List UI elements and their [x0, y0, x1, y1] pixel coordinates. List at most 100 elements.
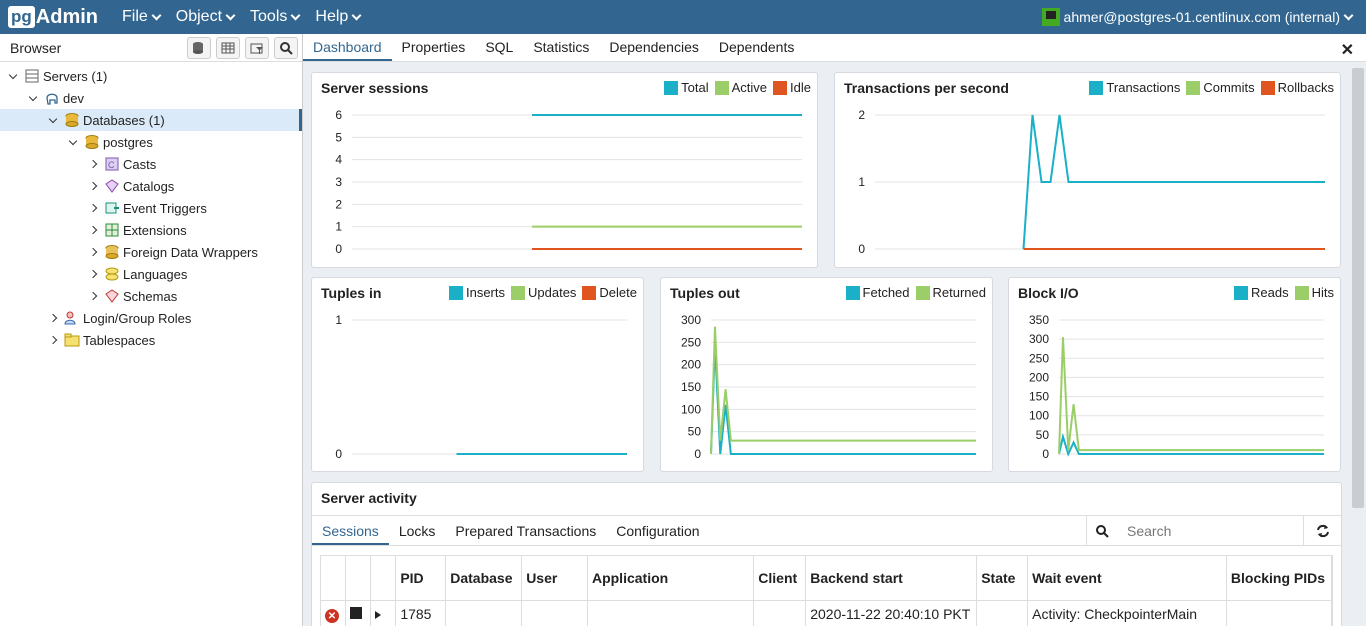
y-tick-label: 2 [858, 108, 865, 122]
tree-item-event-triggers[interactable]: Event Triggers [0, 197, 302, 219]
legend-item[interactable]: Updates [511, 285, 576, 300]
legend-item[interactable]: Returned [915, 285, 986, 300]
chart-title: Block I/O [1018, 285, 1079, 301]
tree-item-postgres[interactable]: postgres [0, 131, 302, 153]
view-data-button[interactable] [216, 37, 240, 59]
chevron-down-icon[interactable] [26, 91, 40, 105]
search-icon [1087, 524, 1117, 538]
legend-item[interactable]: Rollbacks [1260, 80, 1334, 95]
legend-item[interactable]: Idle [773, 80, 811, 95]
svg-text:C: C [108, 160, 115, 170]
legend-item[interactable]: Total [664, 80, 709, 95]
tree-item-databases-1[interactable]: Databases (1) [0, 109, 302, 131]
y-tick-label: 300 [1029, 332, 1049, 346]
search-input[interactable] [1127, 522, 1297, 539]
search-objects-button[interactable] [274, 37, 298, 59]
tab-sql[interactable]: SQL [485, 39, 514, 55]
tab-configuration[interactable]: Configuration [616, 523, 700, 539]
legend-item[interactable]: Fetched [845, 285, 910, 300]
col-database[interactable]: Database [445, 556, 523, 601]
logo-pg: pg [8, 6, 35, 28]
cancel-query-cell[interactable]: ✕ [321, 600, 347, 626]
pgadmin-logo[interactable]: pg Admin [8, 0, 98, 34]
tree-item-languages[interactable]: Languages [0, 263, 302, 285]
tab-properties[interactable]: Properties [401, 39, 466, 55]
tree-item-login-group-roles[interactable]: Login/Group Roles [0, 307, 302, 329]
chevron-right-icon[interactable] [86, 289, 100, 303]
cancel-icon[interactable]: ✕ [325, 609, 339, 623]
menu-file[interactable]: File [122, 8, 162, 26]
browser-header: Browser [0, 34, 302, 62]
y-tick-label: 200 [1029, 370, 1049, 384]
close-icon[interactable]: ✕ [1340, 42, 1354, 59]
tree-item-dev[interactable]: dev [0, 87, 302, 109]
expand-arrow-icon[interactable] [375, 611, 382, 620]
chevron-down-icon[interactable] [46, 113, 60, 127]
stop-icon[interactable] [350, 607, 363, 620]
cell-user [521, 600, 588, 626]
chevron-down-icon[interactable] [66, 135, 80, 149]
filtered-rows-button[interactable] [245, 37, 269, 59]
chevron-right-icon[interactable] [86, 157, 100, 171]
legend-item[interactable]: Active [714, 80, 767, 95]
col-user[interactable]: User [521, 556, 588, 601]
menu-help[interactable]: Help [315, 8, 362, 26]
y-tick-label: 200 [681, 358, 701, 372]
col-backend-start[interactable]: Backend start [805, 556, 978, 601]
expand-row-cell[interactable] [370, 600, 397, 626]
tab-dashboard[interactable]: Dashboard [303, 39, 392, 61]
tree-item-casts[interactable]: C Casts [0, 153, 302, 175]
y-tick-label: 2 [335, 197, 342, 211]
user-menu[interactable]: ahmer@postgres-01.centlinux.com (interna… [1041, 0, 1354, 34]
legend-item[interactable]: Commits [1186, 80, 1255, 95]
tree-item-tablespaces[interactable]: Tablespaces [0, 329, 302, 351]
legend-item[interactable]: Delete [582, 285, 637, 300]
tree-item-catalogs[interactable]: Catalogs [0, 175, 302, 197]
terminate-session-cell[interactable] [345, 600, 372, 626]
col-wait-event[interactable]: Wait event [1027, 556, 1227, 601]
chevron-right-icon[interactable] [86, 179, 100, 193]
tab-sessions[interactable]: Sessions [312, 523, 389, 545]
table-row[interactable]: ✕ 1785 2020-11-22 20:40:10 PKT Activity:… [321, 600, 1332, 626]
tab-prepared-transactions[interactable]: Prepared Transactions [455, 523, 597, 539]
chevron-right-icon[interactable] [46, 311, 60, 325]
tab-dependents[interactable]: Dependents [718, 39, 795, 55]
tree-item-foreign-data-wrappers[interactable]: Foreign Data Wrappers [0, 241, 302, 263]
col-client[interactable]: Client [753, 556, 807, 601]
legend-item[interactable]: Reads [1234, 285, 1289, 300]
menu-tools[interactable]: Tools [250, 8, 301, 26]
tab-dependencies[interactable]: Dependencies [609, 39, 699, 55]
legend-label: Rollbacks [1277, 80, 1334, 95]
col-state[interactable]: State [976, 556, 1029, 601]
legend-item[interactable]: Inserts [448, 285, 505, 300]
chevron-right-icon[interactable] [86, 223, 100, 237]
y-tick-label: 4 [335, 153, 342, 167]
menu-object[interactable]: Object [176, 8, 236, 26]
chevron-right-icon[interactable] [86, 267, 100, 281]
tree-item-extensions[interactable]: Extensions [0, 219, 302, 241]
tree-item-schemas[interactable]: Schemas [0, 285, 302, 307]
y-tick-label: 0 [694, 447, 701, 461]
tree-item-servers-1[interactable]: Servers (1) [0, 65, 302, 87]
chevron-down-icon[interactable] [6, 69, 20, 83]
legend-item[interactable]: Transactions [1089, 80, 1180, 95]
series-line-reads [1058, 432, 1324, 457]
y-tick-label: 6 [335, 108, 342, 122]
legend-item[interactable]: Hits [1294, 285, 1334, 300]
cell-blocking-pids [1226, 600, 1332, 626]
tab-statistics[interactable]: Statistics [533, 39, 590, 55]
chart-legend: Fetched Returned [840, 285, 986, 300]
tab-locks[interactable]: Locks [398, 523, 436, 539]
chevron-right-icon[interactable] [86, 245, 100, 259]
chevron-right-icon[interactable] [86, 201, 100, 215]
query-tool-button[interactable] [187, 37, 211, 59]
y-tick-label: 250 [1029, 351, 1049, 365]
catalogs-icon [104, 178, 120, 194]
col-pid[interactable]: PID [395, 556, 447, 601]
refresh-button[interactable] [1303, 515, 1341, 546]
col-application[interactable]: Application [587, 556, 755, 601]
y-tick-label: 0 [335, 242, 342, 256]
vertical-scrollbar[interactable] [1352, 68, 1364, 508]
col-blocking-pids[interactable]: Blocking PIDs [1226, 556, 1332, 601]
chevron-right-icon[interactable] [46, 333, 60, 347]
